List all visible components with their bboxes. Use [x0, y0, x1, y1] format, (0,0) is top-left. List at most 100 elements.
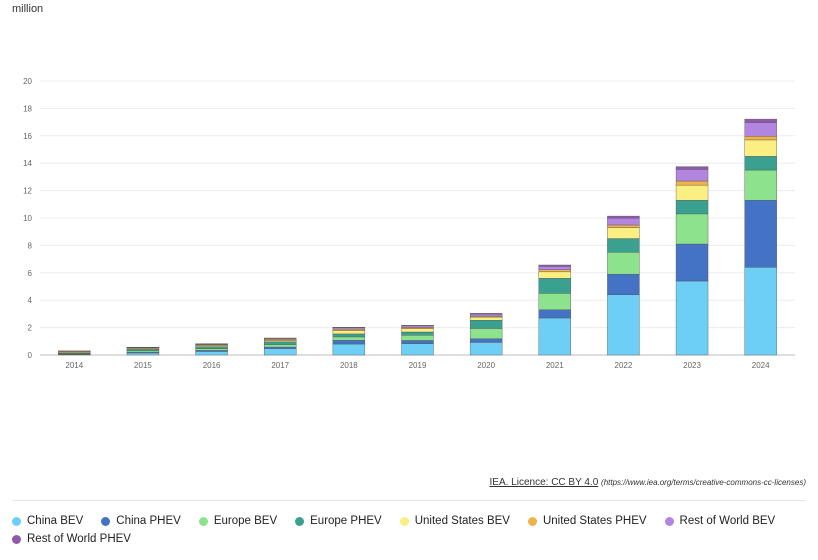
x-tick-label: 2023	[683, 361, 701, 370]
bar-segment	[538, 269, 571, 273]
attribution-licence[interactable]: IEA. Licence: CC BY 4.0	[489, 477, 599, 488]
x-tick-label: 2015	[134, 361, 152, 370]
y-tick-label: 10	[23, 214, 32, 223]
legend-item[interactable]: United States PHEV	[527, 515, 647, 527]
bar-segment	[469, 313, 503, 317]
legend-item[interactable]: Rest of World BEV	[664, 515, 776, 527]
y-tick-label: 16	[23, 132, 32, 141]
bar-segment	[332, 340, 366, 345]
x-tick-label: 2022	[615, 361, 633, 370]
x-tick-label: 2019	[409, 361, 427, 370]
bar-segment	[607, 224, 640, 228]
y-tick-label: 20	[23, 77, 32, 86]
bar-segment	[469, 342, 503, 356]
x-tick-label: 2020	[477, 361, 495, 370]
bar-segment	[264, 341, 297, 345]
bar-segment	[264, 344, 297, 348]
y-tick-label: 6	[28, 269, 33, 278]
bar-segment	[607, 252, 640, 275]
legend-swatch	[527, 516, 537, 526]
x-tick-label: 2014	[65, 361, 83, 370]
bar-segment	[675, 184, 709, 201]
legend-label: China PHEV	[116, 515, 181, 527]
legend-item[interactable]: Rest of World PHEV	[12, 533, 131, 545]
y-tick-label: 8	[28, 241, 33, 250]
bar-segment	[469, 328, 503, 339]
bar-segment	[332, 333, 366, 338]
bar-segment	[744, 139, 777, 157]
bar-segment	[675, 243, 709, 282]
bar-segment	[332, 326, 366, 328]
bar-segment	[401, 325, 434, 327]
bar-segment	[401, 335, 434, 341]
legend-item[interactable]: China PHEV	[101, 515, 181, 527]
bar-segment	[607, 273, 640, 295]
x-tick-label: 2021	[546, 361, 564, 370]
legend-swatch	[12, 516, 21, 526]
bar-segment	[538, 264, 571, 267]
attribution-url[interactable]: (https://www.iea.org/terms/creative-comm…	[601, 478, 806, 487]
bar-segment	[264, 346, 297, 349]
bar-segment	[538, 271, 571, 279]
y-tick-label: 2	[28, 324, 33, 333]
y-tick-label: 4	[28, 296, 33, 305]
stacked-bar-chart: 0 2 4 6 8 10 12 14 16 18 20 2014 2015 2016 2017 2018 201…	[23, 77, 795, 370]
bar-segment	[264, 348, 297, 356]
bar-segment	[469, 320, 503, 329]
bar-segment	[195, 346, 228, 349]
y-unit-label: million	[12, 3, 44, 15]
bar-segment	[469, 338, 503, 343]
bar-segment	[332, 328, 366, 331]
bar-segment	[675, 180, 709, 186]
legend-label: Europe PHEV	[310, 515, 382, 527]
bar-segment	[401, 325, 434, 328]
bar-segment	[607, 294, 640, 356]
bar-segment	[675, 169, 709, 182]
legend-label: China BEV	[27, 515, 84, 527]
bar-segment	[607, 215, 640, 219]
bar-segment	[675, 166, 709, 170]
bar-segment	[744, 169, 777, 201]
y-tick-label: 12	[23, 187, 32, 196]
y-tick-label: 14	[23, 159, 32, 168]
attribution[interactable]: IEA. Licence: CC BY 4.0 (https://www.iea…	[490, 477, 807, 488]
legend-item[interactable]: Europe PHEV	[295, 515, 382, 527]
bar-segment	[195, 348, 228, 351]
x-tick-label: 2018	[340, 361, 358, 370]
bar-segment	[126, 350, 160, 353]
legend-item[interactable]: Europe BEV	[198, 515, 278, 527]
bar-segment	[675, 213, 709, 245]
legend-swatch	[664, 516, 674, 526]
bar-segment	[401, 331, 434, 336]
legend-label: United States PHEV	[542, 515, 647, 527]
bar-segment	[126, 352, 160, 356]
legend-label: United States BEV	[414, 515, 510, 527]
legend-item[interactable]: United States BEV	[399, 515, 510, 527]
bar-segment	[744, 118, 777, 123]
bar-segment	[401, 328, 434, 333]
bar-segment	[195, 351, 228, 356]
bar-segment	[744, 199, 777, 268]
legend-label: Rest of World BEV	[679, 515, 776, 527]
legend-item[interactable]: China BEV	[12, 515, 83, 527]
bar-segment	[538, 309, 571, 319]
bar-segment	[744, 267, 777, 356]
y-tick-label: 18	[23, 104, 32, 113]
x-tick-label: 2024	[752, 361, 770, 370]
bar-segment	[744, 156, 777, 171]
bar-segment	[332, 330, 366, 335]
bar-segment	[401, 343, 434, 356]
legend-label: Europe BEV	[213, 515, 278, 527]
bar-segment	[538, 278, 571, 294]
bar-segment	[538, 266, 571, 270]
y-tick-label: 0	[28, 351, 33, 360]
bar-segment	[538, 293, 571, 310]
bar-segment	[401, 340, 434, 344]
bar-segment	[607, 238, 640, 253]
legend-label: Rest of World PHEV	[27, 533, 131, 545]
bar-segment	[675, 199, 709, 215]
bar-segment	[675, 280, 709, 356]
legend-swatch	[12, 534, 21, 544]
bar-segment	[332, 343, 366, 356]
divider	[12, 500, 806, 501]
